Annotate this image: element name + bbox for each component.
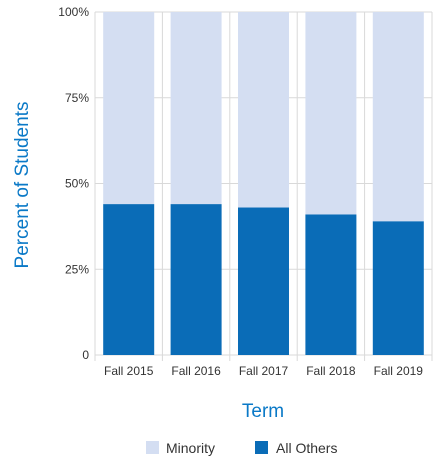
bar-minority-fall-2018 [305,12,357,215]
y-tick-label: 100% [58,5,89,19]
bar-all-others-fall-2015 [103,204,155,355]
y-axis-title: Percent of Students [12,102,33,269]
legend-label-minority: Minority [166,440,215,456]
y-tick-label: 50% [65,177,89,191]
x-tick-label: Fall 2018 [306,364,356,378]
y-tick-label: 25% [65,262,89,276]
y-tick-label: 0 [82,348,89,362]
bar-minority-fall-2015 [103,12,155,205]
bar-all-others-fall-2019 [372,221,424,355]
x-tick-label: Fall 2015 [104,364,154,378]
x-axis-title: Term [242,401,284,422]
x-tick-label: Fall 2017 [239,364,289,378]
bar-minority-fall-2017 [238,12,289,208]
bar-minority-fall-2019 [372,12,424,222]
bars [103,12,424,355]
y-tick-labels: 0 25% 50% 75% 100% [58,5,89,362]
bar-minority-fall-2016 [170,12,222,205]
y-tick-label: 75% [65,91,89,105]
bar-all-others-fall-2018 [305,214,357,355]
legend-label-all-others: All Others [276,440,337,456]
bar-all-others-fall-2017 [238,207,289,355]
x-tick-label: Fall 2016 [171,364,221,378]
x-tick-labels: Fall 2015 Fall 2016 Fall 2017 Fall 2018 Fall… [104,364,423,378]
bar-all-others-fall-2016 [170,204,222,355]
x-tick-label: Fall 2019 [374,364,424,378]
legend-swatch-minority [146,441,159,454]
legend: Minority All Others [146,440,337,456]
legend-swatch-all-others [255,441,268,454]
